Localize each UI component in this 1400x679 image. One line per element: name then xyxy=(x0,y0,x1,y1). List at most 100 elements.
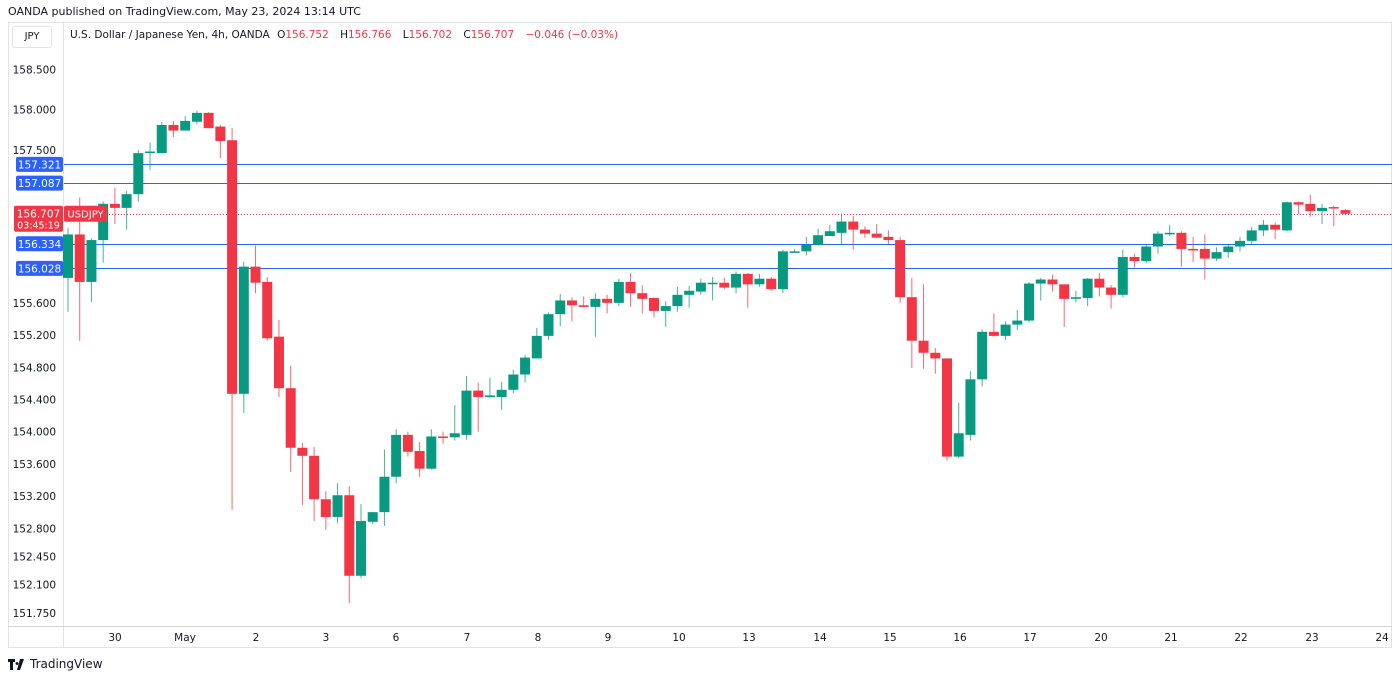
candle-body xyxy=(695,282,706,292)
candle-body xyxy=(145,151,156,154)
candle-body xyxy=(367,512,378,522)
price-tick-label: 152.800 xyxy=(13,523,56,535)
candle-up xyxy=(543,312,554,340)
candle-body xyxy=(156,124,167,154)
candle-body xyxy=(168,124,179,131)
candle-body xyxy=(871,233,882,238)
candle-down xyxy=(566,297,577,322)
candle-up xyxy=(1082,277,1093,307)
candle-down xyxy=(637,285,648,314)
time-tick-label: 14 xyxy=(813,632,827,644)
level-price-badge xyxy=(16,260,63,276)
time-tick-label: 24 xyxy=(1375,632,1389,644)
currency-button[interactable]: JPY xyxy=(12,26,52,48)
price-tick-label: 152.450 xyxy=(13,551,56,563)
legend-change: −0.046 (−0.03%) xyxy=(525,29,619,41)
candle-up xyxy=(145,142,156,171)
candle-up xyxy=(977,329,988,387)
candle-body xyxy=(1106,287,1117,295)
candle-up xyxy=(449,405,460,441)
symbol-tag-label: USDJPY xyxy=(67,210,104,221)
candle-body xyxy=(1188,248,1199,251)
logo-text: TradingView xyxy=(30,657,103,671)
candle-body xyxy=(379,476,390,513)
candle-body xyxy=(121,194,132,208)
candle-body xyxy=(566,300,577,306)
candle-up xyxy=(379,449,390,526)
candle-up xyxy=(1152,231,1163,254)
candle-body xyxy=(438,436,449,438)
candle-up xyxy=(684,285,695,308)
candle-down xyxy=(1293,201,1304,215)
candle-up xyxy=(1258,219,1269,237)
candle-down xyxy=(1199,234,1210,280)
candle-body xyxy=(883,236,894,241)
candle-body xyxy=(543,314,554,336)
candle-body xyxy=(250,266,261,283)
candle-down xyxy=(918,284,929,369)
symbol-tag-badge xyxy=(64,205,107,222)
candle-body xyxy=(1059,284,1070,299)
candle-body xyxy=(1070,297,1081,299)
candle-down xyxy=(766,277,777,291)
level-price-badge xyxy=(16,156,63,172)
candle-down xyxy=(742,273,753,308)
time-tick-label: 16 xyxy=(953,632,967,644)
candle-up xyxy=(191,110,202,125)
candle-down xyxy=(848,215,859,250)
candle-body xyxy=(766,278,777,290)
candle-body xyxy=(332,495,343,517)
candle-body xyxy=(942,358,952,457)
candle-body xyxy=(613,281,624,303)
candle-body xyxy=(836,221,847,233)
candle-up xyxy=(731,271,742,294)
candle-up xyxy=(1235,236,1245,252)
price-tick-label: 154.400 xyxy=(13,394,56,406)
candle-up xyxy=(461,376,472,440)
price-tick-label: 153.200 xyxy=(13,491,56,503)
candle-up xyxy=(508,369,519,394)
candle-up xyxy=(1035,277,1046,301)
candle-down xyxy=(1176,231,1187,267)
candle-up xyxy=(965,371,976,441)
candle-up xyxy=(1246,227,1257,245)
candle-down xyxy=(203,112,214,129)
candle-body xyxy=(953,433,964,457)
candle-body xyxy=(63,234,73,278)
candle-body xyxy=(1281,202,1292,231)
candle-down xyxy=(1094,273,1105,297)
candle-down xyxy=(649,297,659,318)
candle-body xyxy=(508,374,519,390)
tradingview-logo[interactable]: TradingView xyxy=(8,657,103,671)
candle-body xyxy=(625,281,636,294)
candle-up xyxy=(707,277,718,301)
candle-body xyxy=(555,300,566,315)
candle-body xyxy=(1270,224,1281,230)
candle-body xyxy=(1094,278,1105,288)
candle-down xyxy=(719,277,730,290)
time-tick-label: 22 xyxy=(1234,632,1247,644)
candle-up xyxy=(1141,244,1152,264)
candle-down xyxy=(215,124,226,158)
candle-down xyxy=(1059,284,1070,328)
candle-body xyxy=(273,336,284,389)
candle-up xyxy=(133,149,144,202)
candle-body xyxy=(1317,207,1328,212)
candle-down xyxy=(320,491,331,530)
level-price-label: 157.087 xyxy=(18,178,61,190)
candle-body xyxy=(238,266,249,394)
tradingview-logo-icon xyxy=(8,658,24,670)
candle-down xyxy=(1188,236,1199,262)
price-tick-label: 155.600 xyxy=(13,298,56,310)
candle-body xyxy=(965,379,976,435)
candle-body xyxy=(426,436,437,469)
candle-body xyxy=(1340,210,1351,214)
candle-down xyxy=(895,236,906,303)
published-caption: OANDA published on TradingView.com, May … xyxy=(8,5,361,18)
candle-down xyxy=(906,277,917,369)
price-tick-label: 152.100 xyxy=(13,580,56,592)
candle-down xyxy=(988,313,999,337)
candle-body xyxy=(1328,207,1339,209)
candle-down xyxy=(625,273,636,307)
